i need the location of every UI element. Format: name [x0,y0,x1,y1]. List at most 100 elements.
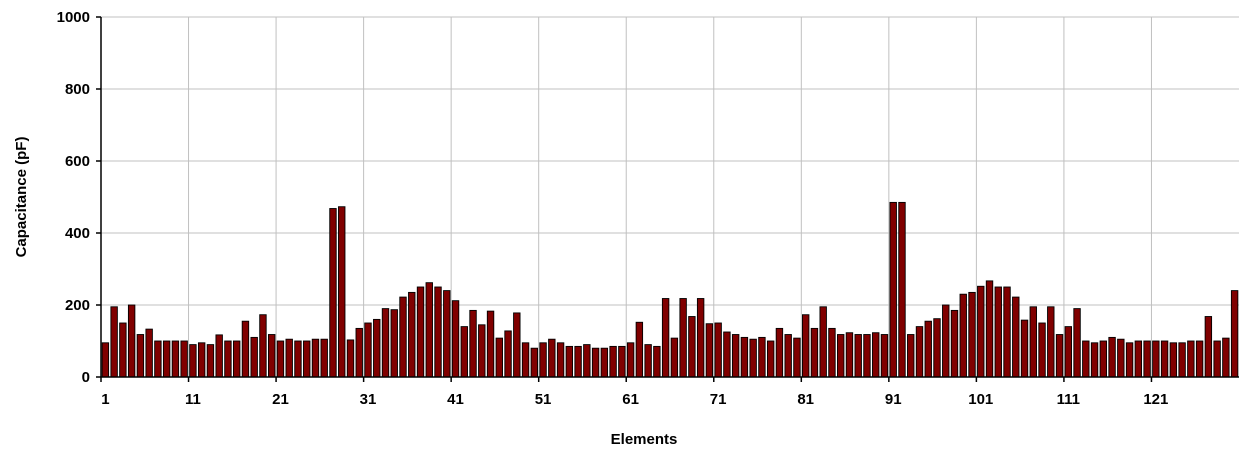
bar-element-65 [661,298,670,378]
bar-element-94 [915,326,924,378]
bar-element-113 [1082,340,1090,378]
bar-element-41 [451,300,460,378]
bar-element-26 [320,338,328,378]
bar-element-9 [171,340,180,378]
x-axis-title: Elements [611,431,678,448]
bar-element-7 [154,340,162,378]
y-tick-labels: 0 200 400 600 800 1000 [57,9,90,386]
bar-element-127 [1204,316,1213,378]
x-tick-label: 81 [797,391,814,408]
bar-element-84 [828,327,836,378]
bar-element-67 [679,298,687,378]
bar-element-109 [1047,306,1055,378]
bar-element-100 [968,291,976,378]
bar-element-73 [731,334,740,378]
bar-element-72 [723,331,731,378]
bar-element-31 [364,322,372,378]
bar-element-40 [443,290,451,378]
bar-element-89 [872,332,880,378]
bar-element-105 [1012,296,1020,378]
bar-element-13 [206,344,215,378]
bar-element-42 [460,326,468,378]
x-tick-label: 31 [360,391,377,408]
bar-element-102 [985,280,994,378]
bar-element-11 [189,344,197,378]
bar-element-75 [749,338,757,378]
bar-element-4 [127,304,136,378]
bar-element-64 [653,345,661,378]
bar-element-108 [1038,322,1046,378]
y-tick-label: 800 [65,81,90,98]
x-tick-label: 51 [535,391,552,408]
bar-element-10 [180,340,188,378]
bar-element-33 [381,308,390,378]
bar-element-70 [705,323,714,378]
bar-element-92 [898,201,906,378]
bar-element-114 [1090,342,1099,378]
bar-element-82 [810,327,819,378]
bar-element-60 [618,345,626,378]
bar-element-118 [1125,342,1134,378]
y-tick-label: 600 [65,153,90,170]
gridlines [101,16,1239,377]
bar-element-3 [119,322,127,378]
bar-element-49 [521,342,530,378]
bar-element-88 [863,334,871,378]
bar-element-104 [1003,286,1011,378]
bar-element-59 [609,345,617,378]
x-tick-label: 91 [885,391,902,408]
bar-element-96 [933,318,941,378]
bar-element-53 [556,342,565,378]
x-tick-label: 71 [710,391,727,408]
bar-element-48 [513,312,521,378]
bar-element-56 [583,344,591,378]
bar-element-12 [197,342,206,378]
bar-element-93 [907,334,915,378]
bar-element-54 [565,345,574,378]
x-tick-label: 11 [185,391,201,408]
bar-element-97 [942,304,950,378]
bar-element-110 [1055,334,1064,378]
bar-element-51 [539,342,547,378]
bar-element-38 [425,282,433,378]
bar-element-20 [268,334,276,378]
bar-element-130 [1230,290,1239,378]
bar-element-21 [276,340,285,378]
bar-element-57 [591,347,600,378]
bar-element-8 [162,340,171,378]
bar-element-25 [311,338,320,378]
bar-element-124 [1178,342,1186,378]
bar-element-18 [250,336,258,378]
x-tick-label: 21 [272,391,289,408]
bar-element-44 [478,324,486,378]
bar-element-61 [626,342,635,378]
x-tick-label: 41 [447,391,464,408]
bar-element-77 [766,340,775,378]
bar-element-19 [259,314,267,378]
bar-element-78 [775,327,784,378]
bar-element-120 [1143,340,1151,378]
bar-element-125 [1187,340,1195,378]
bar-element-90 [880,334,889,378]
y-axis-title: Capacitance (pF) [13,137,30,258]
x-tick-labels: 1 11 21 31 41 51 61 71 81 91 101 111 121 [101,391,1168,408]
x-tick-label: 61 [622,391,639,408]
x-tick-label: 101 [968,391,993,408]
y-tick-label: 0 [82,369,90,386]
bar-element-103 [994,286,1002,378]
bar-element-39 [434,286,442,378]
bar-element-76 [758,336,766,378]
bar-element-23 [294,340,302,378]
bar-element-2 [110,306,118,378]
bar-element-106 [1020,319,1029,378]
y-tick-label: 1000 [57,9,90,26]
bar-element-28 [338,206,346,378]
bar-element-29 [346,339,355,378]
bar-element-68 [688,316,696,378]
x-tick-label: 1 [101,391,109,408]
bar-element-22 [285,338,293,378]
bar-element-66 [670,337,679,378]
bar-element-69 [696,298,705,378]
bars [101,201,1239,378]
